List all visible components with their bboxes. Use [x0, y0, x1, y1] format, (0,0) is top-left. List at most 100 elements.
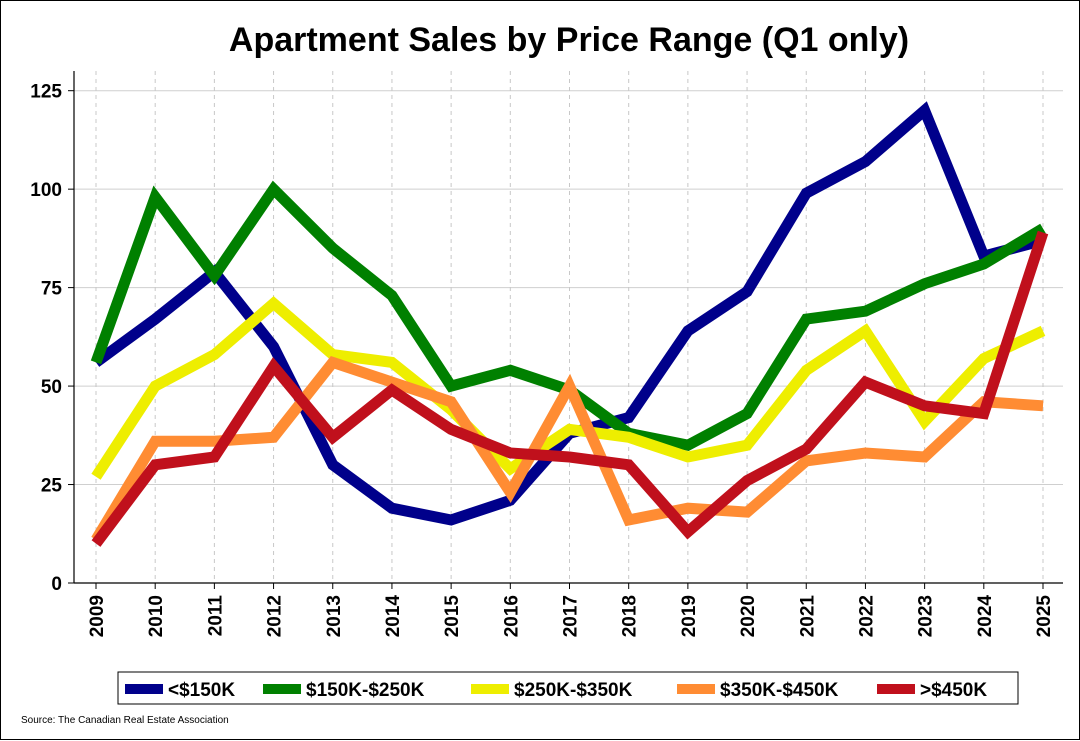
data-point	[152, 194, 158, 200]
data-point	[93, 474, 99, 480]
y-tick-label: 0	[51, 574, 62, 595]
data-point	[93, 359, 99, 365]
data-point	[211, 273, 217, 279]
data-point	[271, 186, 277, 192]
data-point	[271, 300, 277, 306]
x-tick-label: 2011	[205, 595, 226, 637]
data-point	[626, 434, 632, 440]
legend-swatch	[263, 684, 301, 694]
data-point	[744, 478, 750, 484]
data-point	[626, 415, 632, 421]
data-point	[448, 426, 454, 432]
x-tick-label: 2022	[856, 595, 877, 637]
x-tick-label: 2013	[324, 595, 345, 637]
data-point	[389, 292, 395, 298]
data-point	[389, 387, 395, 393]
data-point	[1040, 403, 1046, 409]
legend-label: >$450K	[920, 680, 987, 701]
data-point	[271, 344, 277, 350]
data-point	[744, 289, 750, 295]
data-point	[271, 434, 277, 440]
x-tick-label: 2018	[620, 595, 641, 637]
y-tick-label: 75	[41, 279, 63, 300]
data-point	[922, 281, 928, 287]
series-line	[91, 296, 1046, 480]
series-line	[91, 355, 1044, 543]
data-point	[744, 509, 750, 515]
data-point	[803, 446, 809, 452]
data-point	[981, 261, 987, 267]
data-point	[211, 438, 217, 444]
data-point	[1040, 328, 1046, 334]
axes: 0 25 50 75 100 125 2009 2010 2011 2012 2013 2014 201…	[30, 71, 1063, 637]
legend-swatch	[677, 684, 715, 694]
legend-swatch	[877, 684, 915, 694]
data-point	[803, 367, 809, 373]
data-point	[981, 356, 987, 362]
legend-swatch	[471, 684, 509, 694]
data-point	[803, 316, 809, 322]
data-point	[862, 308, 868, 314]
data-point	[567, 454, 573, 460]
data-point	[152, 462, 158, 468]
data-point	[567, 426, 573, 432]
x-tick-label: 2016	[501, 595, 522, 637]
data-point	[744, 411, 750, 417]
data-point	[803, 458, 809, 464]
data-point	[152, 383, 158, 389]
x-tick-label: 2019	[679, 595, 700, 637]
data-point	[93, 541, 99, 547]
legend-label: $150K-$250K	[306, 680, 425, 701]
source-note: Source: The Canadian Real Estate Associa…	[21, 715, 229, 726]
x-tick-label: 2025	[1034, 595, 1055, 638]
x-tick-label: 2009	[87, 595, 108, 637]
series-lines	[90, 101, 1049, 547]
legend-label: $250K-$350K	[514, 680, 633, 701]
data-point	[330, 245, 336, 251]
data-point	[744, 442, 750, 448]
y-tick-label: 50	[41, 377, 62, 398]
data-point	[211, 454, 217, 460]
chart-title: Apartment Sales by Price Range (Q1 only)	[229, 21, 909, 59]
x-tick-label: 2015	[442, 595, 463, 638]
data-point	[152, 438, 158, 444]
series-3	[91, 355, 1046, 543]
data-point	[981, 411, 987, 417]
x-tick-label: 2020	[738, 595, 759, 637]
x-tick-label: 2014	[383, 595, 404, 638]
data-point	[448, 383, 454, 389]
series-line	[90, 180, 1046, 451]
data-point	[685, 505, 691, 511]
data-point	[626, 517, 632, 523]
legend-swatch	[125, 684, 163, 694]
x-tick-label: 2010	[146, 595, 167, 637]
data-point	[626, 462, 632, 468]
y-tick-label: 100	[30, 180, 62, 201]
legend: <$150K $150K-$250K $250K-$350K $350K-$450K >…	[117, 671, 1019, 705]
data-point	[330, 359, 336, 365]
grid	[74, 71, 1063, 583]
x-tick-label: 2012	[265, 595, 286, 637]
data-point	[330, 462, 336, 468]
data-point	[507, 489, 513, 495]
x-tick-label: 2021	[797, 595, 818, 638]
series-4	[91, 229, 1049, 547]
series-2	[91, 296, 1046, 480]
data-point	[862, 328, 868, 334]
data-point	[448, 399, 454, 405]
data-point	[567, 383, 573, 389]
data-point	[507, 466, 513, 472]
data-point	[922, 419, 928, 425]
x-tick-label: 2024	[975, 595, 996, 638]
data-point	[685, 328, 691, 334]
data-point	[803, 190, 809, 196]
data-point	[685, 442, 691, 448]
data-point	[152, 316, 158, 322]
data-point	[1040, 229, 1046, 235]
data-point	[862, 450, 868, 456]
x-tick-label: 2017	[561, 595, 582, 637]
data-point	[685, 454, 691, 460]
data-point	[507, 367, 513, 373]
